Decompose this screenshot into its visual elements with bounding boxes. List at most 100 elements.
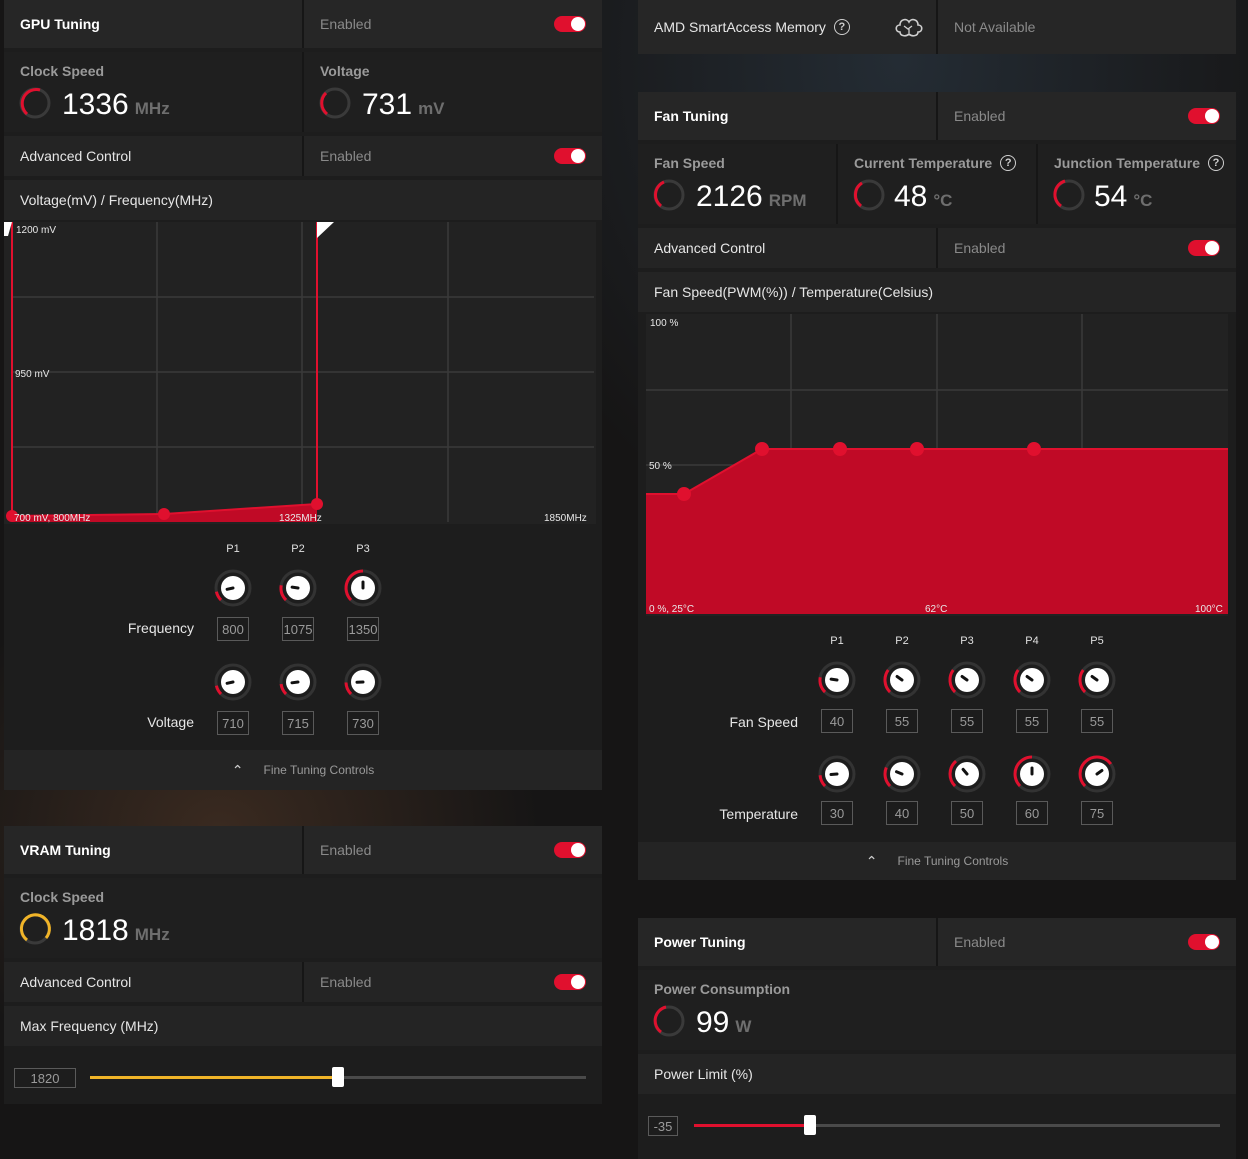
- temperature-value-p5[interactable]: 75: [1081, 801, 1113, 825]
- temperature-knob-p4[interactable]: [1012, 754, 1052, 794]
- fan-point-p2[interactable]: [755, 442, 769, 456]
- power-limit-slider-thumb[interactable]: [803, 1115, 816, 1135]
- frequency-knob-p2[interactable]: [278, 568, 318, 608]
- clock-speed-number: 1336: [62, 88, 129, 121]
- vram-advanced-toggle[interactable]: [554, 974, 586, 990]
- voltage-number: 731: [362, 88, 413, 121]
- fan-curve-title-row: Fan Speed(PWM(%)) / Temperature(Celsius): [638, 272, 1236, 312]
- fan-speed-value-p1[interactable]: 40: [821, 709, 853, 733]
- help-circle-icon[interactable]: ?: [1208, 155, 1224, 171]
- voltage-value-p3[interactable]: 730: [347, 711, 379, 735]
- frequency-row-label: Frequency: [127, 620, 194, 636]
- clock-speed-label: Clock Speed: [20, 63, 105, 79]
- temperature-value-p2[interactable]: 40: [886, 801, 918, 825]
- gpu-curve-title: Voltage(mV) / Frequency(MHz): [20, 192, 213, 208]
- chevron-up-icon: ⌃: [231, 761, 244, 778]
- vram-maxfreq-slider-thumb[interactable]: [332, 1067, 344, 1087]
- junction-temp-label: Junction Temperature: [1054, 155, 1200, 171]
- voltage-value-p2[interactable]: 715: [282, 711, 314, 735]
- temperature-knob-p5[interactable]: [1077, 754, 1117, 794]
- gpu-advanced-toggle[interactable]: [554, 148, 586, 164]
- vf-point-p3[interactable]: [311, 498, 323, 510]
- smart-access-status: Not Available: [936, 0, 1236, 54]
- voltage-knob-p3[interactable]: [343, 662, 383, 702]
- point-label-p1: P1: [226, 543, 240, 555]
- junction-temp-value: 54 °C: [1094, 180, 1152, 214]
- power-consumption-number: 99: [696, 1006, 730, 1039]
- fan-speed-value-p3[interactable]: 55: [951, 709, 983, 733]
- gpu-chart-x-mid: 1325MHz: [279, 513, 322, 524]
- frequency-value-p2[interactable]: 1075: [282, 617, 314, 641]
- gpu-tuning-toggle[interactable]: [554, 16, 586, 32]
- voltage-gauge-icon: [319, 87, 351, 119]
- gpu-vf-curve-chart[interactable]: 1200 mV 950 mV 700 mV, 800MHz 1325MHz 18…: [4, 222, 596, 524]
- fan-speed-value: 2126 RPM: [696, 180, 807, 214]
- vram-tuning-header: VRAM Tuning Enabled: [4, 826, 602, 874]
- point-label-p1: P1: [830, 635, 844, 647]
- fan-chart-x-end: 100°C: [1195, 604, 1223, 615]
- vf-point-p2[interactable]: [158, 508, 170, 520]
- vf-point-p1[interactable]: [6, 510, 18, 522]
- fan-speed-row-label: Fan Speed: [729, 714, 799, 730]
- power-metrics-row: Power Consumption 99 W: [638, 970, 1236, 1050]
- vram-tuning-toggle[interactable]: [554, 842, 586, 858]
- power-tuning-panel: Power Tuning Enabled Power Consumption 9…: [638, 918, 1236, 1159]
- fan-curve-chart[interactable]: 100 % 50 % 0 %, 25°C 62°C 100°C: [646, 314, 1228, 616]
- current-temp-label-cell: Current Temperature?: [854, 155, 1017, 171]
- power-limit-row: Power Limit (%): [638, 1054, 1236, 1094]
- temperature-knob-p3[interactable]: [947, 754, 987, 794]
- fan-speed-knob-p5[interactable]: [1077, 660, 1117, 700]
- fan-fine-tuning-toggle[interactable]: ⌃ Fine Tuning Controls: [638, 842, 1236, 880]
- temperature-value-p4[interactable]: 60: [1016, 801, 1048, 825]
- fan-point-p1[interactable]: [677, 487, 691, 501]
- fan-chart-y-top: 100 %: [650, 318, 678, 329]
- point-label-p3: P3: [356, 543, 370, 555]
- vram-tuning-status: Enabled: [302, 826, 602, 874]
- help-circle-icon[interactable]: ?: [1000, 155, 1017, 171]
- frequency-value-p1[interactable]: 800: [217, 617, 249, 641]
- fan-speed-knob-p1[interactable]: [817, 660, 857, 700]
- gpu-tuning-status: Enabled: [302, 0, 602, 48]
- junction-temp-unit: °C: [1133, 191, 1153, 210]
- fan-point-p3[interactable]: [833, 442, 847, 456]
- junction-temp-number: 54: [1094, 180, 1128, 213]
- gpu-fine-tuning-label: Fine Tuning Controls: [263, 763, 375, 777]
- fan-point-p5[interactable]: [1027, 442, 1041, 456]
- frequency-knob-p1[interactable]: [213, 568, 253, 608]
- power-limit-input[interactable]: -35: [648, 1116, 678, 1136]
- fan-speed-knob-p2[interactable]: [882, 660, 922, 700]
- fan-advanced-label: Advanced Control: [654, 240, 766, 256]
- point-label-p2: P2: [291, 543, 305, 555]
- temperature-knob-p1[interactable]: [817, 754, 857, 794]
- temperature-value-p3[interactable]: 50: [951, 801, 983, 825]
- gpu-fine-tuning-toggle[interactable]: ⌃ Fine Tuning Controls: [4, 750, 602, 790]
- voltage-knob-p2[interactable]: [278, 662, 318, 702]
- voltage-row-label: Voltage: [147, 714, 194, 730]
- temperature-value-p1[interactable]: 30: [821, 801, 853, 825]
- gpu-advanced-row: Advanced Control Enabled: [4, 136, 602, 176]
- vram-maxfreq-input[interactable]: 1820: [14, 1068, 76, 1088]
- frequency-value-p3[interactable]: 1350: [347, 617, 379, 641]
- fan-speed-value-p5[interactable]: 55: [1081, 709, 1113, 733]
- gpu-chart-y-top: 1200 mV: [16, 225, 56, 236]
- temperature-knob-p2[interactable]: [882, 754, 922, 794]
- fan-advanced-toggle[interactable]: [1188, 240, 1220, 256]
- power-limit-track[interactable]: [694, 1124, 1220, 1127]
- fan-speed-knob-p4[interactable]: [1012, 660, 1052, 700]
- fan-speed-value-p2[interactable]: 55: [886, 709, 918, 733]
- vram-advanced-label: Advanced Control: [20, 974, 132, 990]
- help-circle-icon[interactable]: ?: [833, 19, 850, 35]
- vram-clock-gauge-icon: [19, 913, 51, 945]
- voltage-knob-p1[interactable]: [213, 662, 253, 702]
- power-tuning-toggle[interactable]: [1188, 934, 1220, 950]
- fan-point-p4[interactable]: [910, 442, 924, 456]
- fan-speed-value-p4[interactable]: 55: [1016, 709, 1048, 733]
- frequency-knob-p3[interactable]: [343, 568, 383, 608]
- fan-speed-knob-p3[interactable]: [947, 660, 987, 700]
- power-tuning-header: Power Tuning Enabled: [638, 918, 1236, 966]
- power-limit-label: Power Limit (%): [654, 1066, 753, 1082]
- gpu-chart-x-end: 1850MHz: [544, 513, 587, 524]
- fan-tuning-toggle[interactable]: [1188, 108, 1220, 124]
- current-temp-unit: °C: [933, 191, 953, 210]
- voltage-value-p1[interactable]: 710: [217, 711, 249, 735]
